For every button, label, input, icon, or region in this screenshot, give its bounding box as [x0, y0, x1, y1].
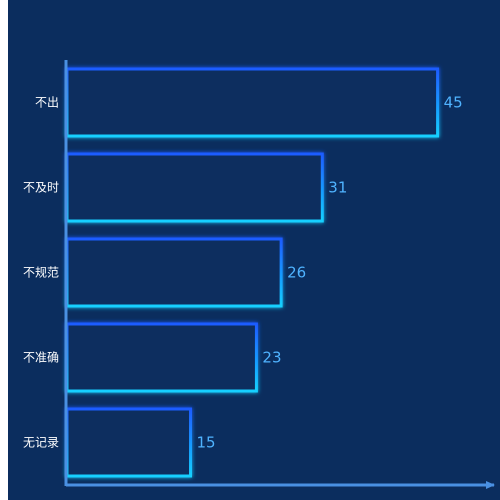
bar-4 — [65, 407, 193, 478]
bar-0 — [65, 67, 440, 138]
category-label-4: 无记录 — [23, 436, 59, 450]
category-label-2: 不规范 — [23, 265, 59, 280]
category-label-0: 不出 — [35, 96, 59, 110]
bar-1 — [65, 152, 324, 223]
value-label-1: 31 — [328, 179, 347, 197]
value-label-2: 26 — [287, 264, 306, 282]
value-label-3: 23 — [262, 349, 281, 367]
bar-3 — [65, 322, 258, 393]
category-label-3: 不准确 — [23, 351, 59, 365]
value-label-4: 15 — [197, 434, 216, 452]
category-label-1: 不及时 — [23, 181, 59, 195]
bars-group: 不出 45 不及时 31 不规范 26 不准确 23 无记录 15 — [23, 67, 463, 478]
value-label-0: 45 — [444, 94, 463, 112]
bar-2 — [65, 237, 283, 308]
